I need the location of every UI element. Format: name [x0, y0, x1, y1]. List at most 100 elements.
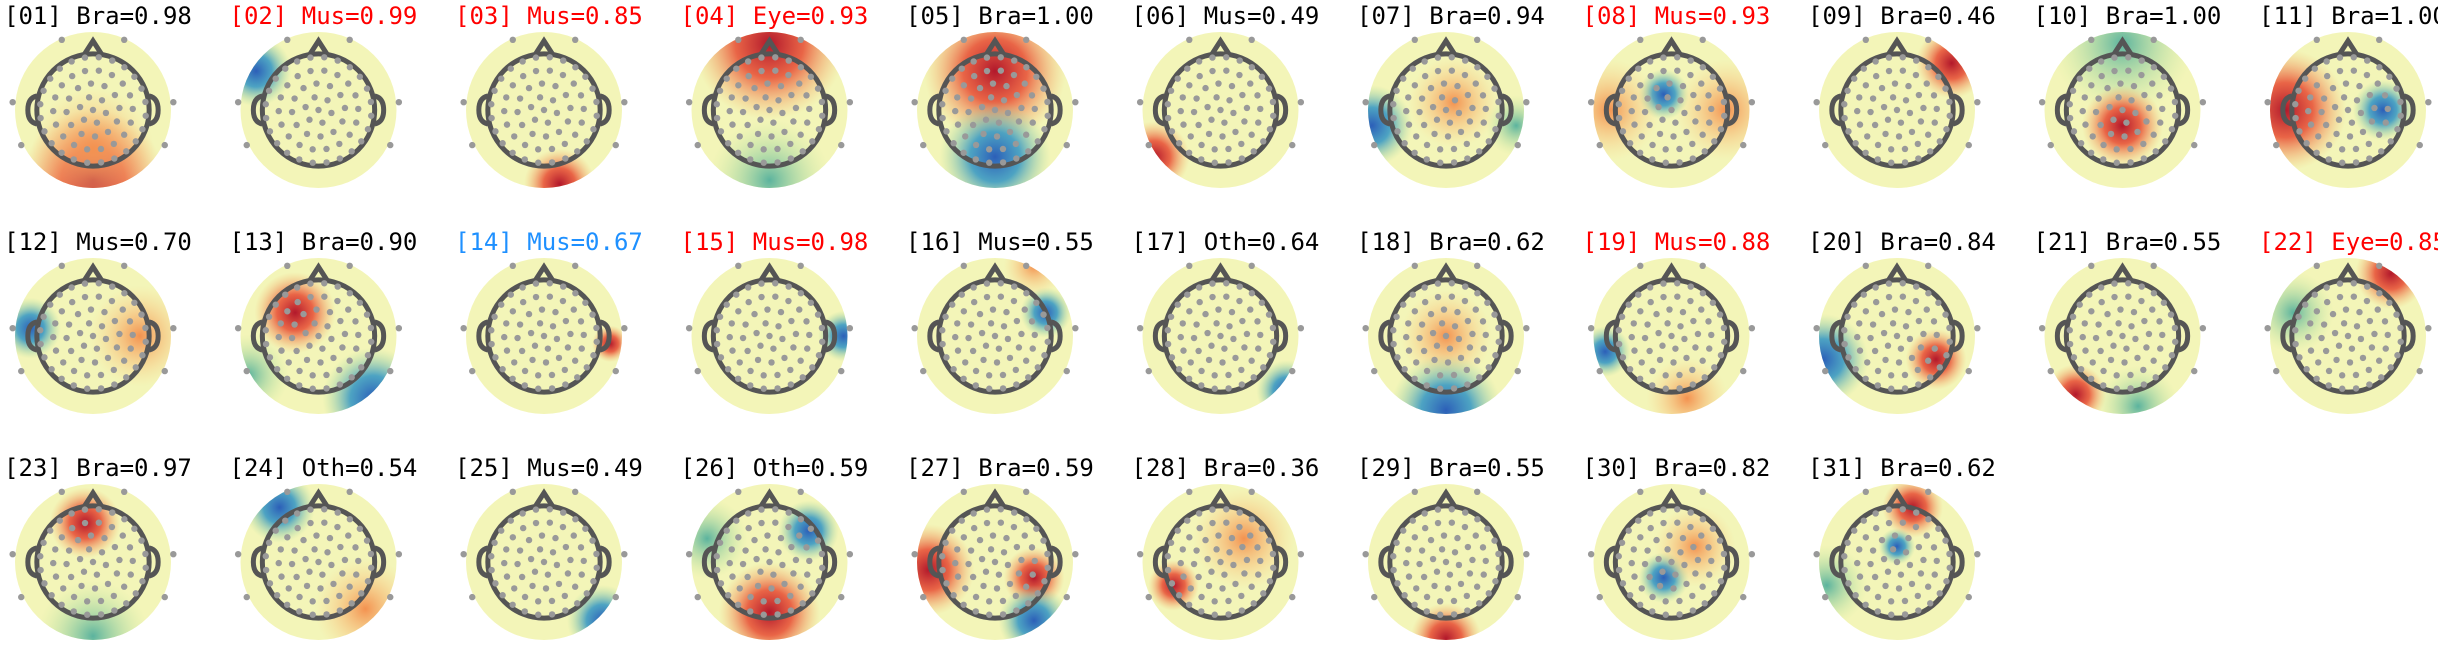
electrode [1461, 71, 1469, 79]
electrode [1179, 94, 1186, 101]
electrode [559, 523, 567, 531]
electrode [1180, 347, 1187, 354]
nose [532, 36, 556, 57]
electrode [980, 356, 987, 364]
electrode [1225, 385, 1232, 392]
field-blob [1593, 59, 1660, 161]
electrode [1619, 128, 1627, 135]
electrode [546, 67, 554, 74]
electrode [2311, 291, 2318, 298]
electrode [1198, 593, 1205, 601]
electrode [367, 98, 375, 106]
electrode [777, 308, 785, 316]
electrode [1871, 573, 1879, 581]
electrode [1451, 97, 1459, 104]
electrode [521, 367, 529, 375]
electrode [519, 72, 527, 80]
electrode [1913, 509, 1920, 516]
electrode [745, 524, 752, 532]
electrode [509, 534, 517, 541]
electrode [1920, 104, 1927, 112]
electrode [1668, 332, 1675, 340]
electrode [770, 345, 777, 352]
electrode [555, 580, 563, 588]
electrode [1709, 299, 1717, 306]
electrode [1687, 283, 1694, 290]
electrode [2089, 133, 2096, 140]
electrode [2378, 374, 2385, 381]
electrode [1184, 517, 1191, 524]
electrode [549, 549, 557, 556]
electrode [2371, 330, 2378, 338]
electrode [548, 597, 556, 605]
electrode [1241, 570, 1248, 577]
electrode [68, 298, 76, 306]
electrode [311, 94, 318, 101]
electrode [243, 141, 250, 149]
electrode [265, 539, 273, 546]
electrode [1974, 551, 1981, 558]
electrode [1175, 140, 1183, 147]
electrode [1492, 126, 1499, 133]
electrode [1891, 80, 1899, 87]
electrode [509, 375, 516, 382]
electrode [962, 585, 969, 592]
topomap: [07] Bra=0.94 [1357, 2, 1545, 188]
electrode [70, 608, 77, 615]
electrode [1699, 290, 1707, 297]
electrode [972, 608, 979, 615]
electrode [838, 141, 845, 149]
head-outline [2063, 277, 2182, 395]
electrode [2320, 95, 2328, 102]
electrode [1450, 611, 1458, 618]
electrode [1464, 317, 1472, 325]
electrode [1174, 527, 1181, 534]
electrode [1482, 331, 1489, 339]
electrode [1193, 95, 1200, 102]
electrode [980, 582, 987, 590]
electrode [1901, 159, 1909, 166]
electrode [1974, 99, 1981, 106]
electrode [1236, 71, 1243, 79]
electrode [2086, 65, 2093, 72]
electrode [960, 601, 967, 608]
electrode [1927, 374, 1934, 381]
electrode [1668, 558, 1675, 566]
electrode [284, 262, 291, 269]
electrode [2070, 354, 2078, 361]
electrode [534, 146, 542, 153]
electrode [293, 347, 300, 355]
electrode [582, 525, 589, 532]
electrode [1917, 570, 1925, 577]
electrode [326, 308, 334, 316]
electrode [1485, 590, 1492, 597]
electrode [572, 36, 579, 43]
electrode [1463, 592, 1471, 600]
electrode [785, 57, 792, 64]
electrode [734, 375, 742, 382]
electrode [1257, 105, 1264, 113]
electrode [713, 553, 720, 560]
electrode [1479, 92, 1487, 99]
nose [81, 488, 105, 509]
electrode [1034, 138, 1041, 145]
electrode [501, 559, 508, 567]
ear-left [25, 93, 38, 127]
electrode [1683, 580, 1690, 588]
electrode [1448, 293, 1456, 300]
electrode [58, 375, 65, 382]
electrode [2353, 97, 2361, 104]
electrode [108, 297, 116, 305]
electrode [1044, 324, 1051, 332]
electrode [2125, 280, 2132, 287]
nose [1660, 36, 1683, 57]
electrode [1190, 560, 1198, 568]
electrode [777, 534, 785, 542]
electrode [1871, 121, 1879, 129]
electrode [328, 109, 335, 117]
electrode [1232, 128, 1239, 136]
electrode [95, 293, 103, 300]
electrode [1420, 573, 1428, 581]
electrode [1013, 155, 1020, 162]
electrode [1411, 82, 1419, 89]
